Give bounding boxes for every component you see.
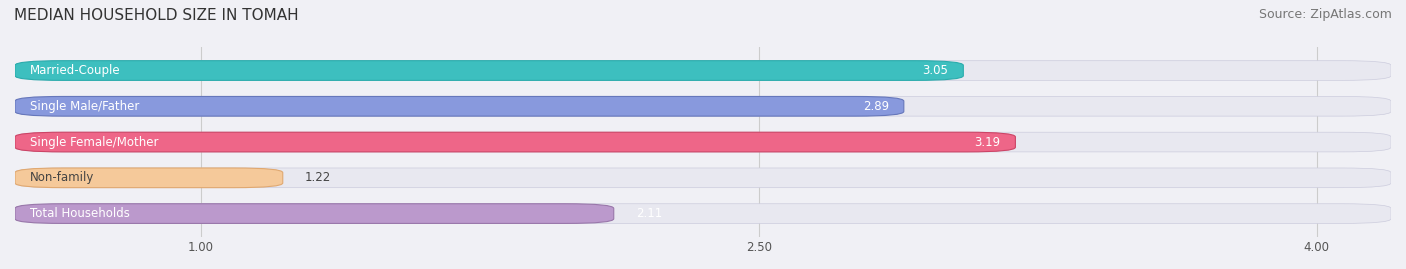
Text: 3.19: 3.19 — [974, 136, 1001, 148]
FancyBboxPatch shape — [15, 97, 904, 116]
FancyBboxPatch shape — [15, 61, 1391, 80]
FancyBboxPatch shape — [15, 97, 1391, 116]
Text: Total Households: Total Households — [30, 207, 129, 220]
FancyBboxPatch shape — [15, 132, 1015, 152]
Text: Married-Couple: Married-Couple — [30, 64, 121, 77]
FancyBboxPatch shape — [15, 132, 1391, 152]
Text: MEDIAN HOUSEHOLD SIZE IN TOMAH: MEDIAN HOUSEHOLD SIZE IN TOMAH — [14, 8, 298, 23]
FancyBboxPatch shape — [15, 61, 963, 80]
FancyBboxPatch shape — [15, 204, 614, 224]
Text: Single Female/Mother: Single Female/Mother — [30, 136, 159, 148]
Text: 2.11: 2.11 — [636, 207, 662, 220]
Text: 2.89: 2.89 — [863, 100, 889, 113]
Text: Source: ZipAtlas.com: Source: ZipAtlas.com — [1258, 8, 1392, 21]
FancyBboxPatch shape — [15, 168, 1391, 188]
Text: Single Male/Father: Single Male/Father — [30, 100, 139, 113]
FancyBboxPatch shape — [15, 204, 1391, 224]
Text: Non-family: Non-family — [30, 171, 94, 184]
Text: 1.22: 1.22 — [305, 171, 332, 184]
FancyBboxPatch shape — [15, 168, 283, 188]
Text: 3.05: 3.05 — [922, 64, 949, 77]
